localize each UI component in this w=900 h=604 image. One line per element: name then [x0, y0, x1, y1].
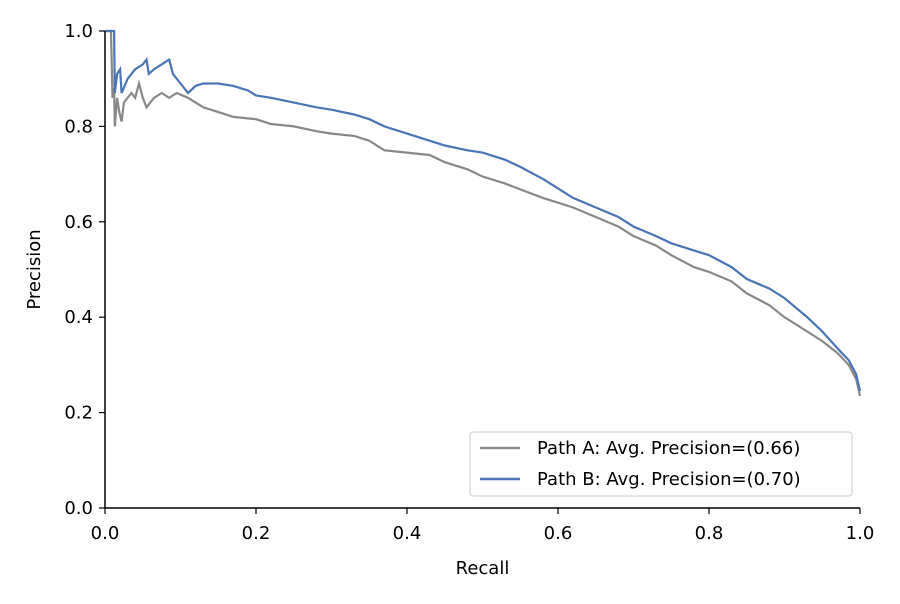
y-tick-label: 0.4: [64, 307, 93, 328]
y-ticks: 0.0 0.2 0.4 0.6 0.8 1.0: [64, 21, 105, 519]
y-axis-title: Precision: [24, 229, 45, 309]
y-tick-label: 0.0: [64, 498, 93, 519]
series-line-path-b: [105, 29, 862, 392]
y-tick-label: 0.6: [64, 212, 93, 233]
legend-label-path-b: Path B: Avg. Precision=(0.70): [537, 469, 801, 490]
legend: Path A: Avg. Precision=(0.66) Path B: Av…: [469, 431, 853, 497]
x-tick-label: 0.6: [544, 523, 573, 544]
x-tick-label: 0.8: [695, 523, 724, 544]
x-axis-title: Recall: [456, 558, 510, 579]
y-tick-label: 0.2: [64, 403, 93, 424]
series-line-path-a: [105, 29, 862, 397]
series-lines: [105, 29, 862, 397]
x-ticks: 0.0 0.2 0.4 0.6 0.8 1.0: [91, 508, 875, 544]
y-tick-label: 1.0: [64, 21, 93, 42]
x-tick-label: 1.0: [846, 523, 875, 544]
legend-box: [469, 431, 853, 497]
axes: [104, 31, 860, 509]
x-tick-label: 0.0: [91, 523, 120, 544]
legend-label-path-a: Path A: Avg. Precision=(0.66): [537, 438, 800, 459]
y-tick-label: 0.8: [64, 116, 93, 137]
x-tick-label: 0.2: [242, 523, 271, 544]
x-tick-label: 0.4: [393, 523, 422, 544]
